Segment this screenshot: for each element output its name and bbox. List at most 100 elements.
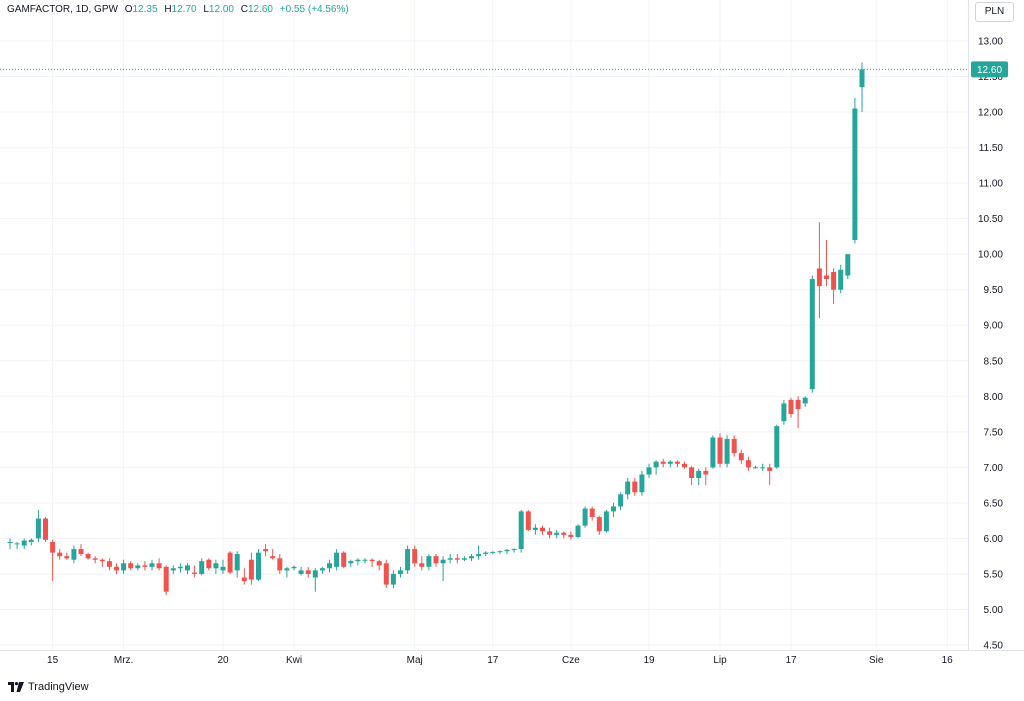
candle-body (14, 543, 20, 545)
candle (355, 558, 361, 566)
candle (327, 559, 332, 573)
candle-body (667, 461, 673, 464)
candle (476, 545, 482, 560)
tradingview-brand[interactable]: TradingView (8, 680, 89, 694)
candle (270, 549, 276, 560)
candle (582, 506, 588, 528)
chart-grid (0, 0, 968, 650)
candle-body (532, 527, 538, 530)
candle (419, 556, 425, 571)
candle (646, 463, 652, 479)
candle (64, 552, 70, 560)
candle-body (582, 508, 588, 526)
candle (149, 559, 155, 571)
x-axis[interactable]: 15 Mrz. 20 Kwi Maj 17 Cze 19 Lip 17 Sie 16 (47, 655, 953, 666)
candle-body (674, 461, 680, 464)
candle-body (738, 453, 744, 461)
candle (788, 397, 794, 418)
candle-body (852, 108, 858, 240)
candle-body (234, 554, 240, 571)
candle (412, 545, 418, 567)
x-tick-label: Kwi (286, 655, 302, 666)
symbol-info[interactable]: GAMFACTOR, 1D, GPW (7, 4, 118, 15)
candle-body (185, 565, 190, 571)
candle (383, 559, 389, 589)
candle (568, 531, 574, 540)
candle-body (199, 561, 205, 574)
candle (859, 62, 865, 113)
x-tick-label: 16 (942, 655, 954, 666)
candle-body (724, 438, 730, 464)
candle-body (57, 552, 63, 557)
candle (390, 570, 396, 589)
candle (802, 396, 808, 407)
candle (689, 465, 695, 486)
candle-body (305, 570, 311, 574)
candle (277, 554, 283, 574)
candle-body (284, 568, 290, 571)
candle (596, 515, 602, 535)
candle (156, 558, 162, 571)
y-axis[interactable]: 13.00 12.50 12.00 11.50 11.00 10.50 10.00 9.50 9… (978, 37, 1003, 652)
candle-body (596, 517, 602, 532)
candle-body (248, 559, 254, 580)
candle (305, 566, 311, 578)
candle (511, 548, 517, 553)
candle (227, 551, 233, 574)
candle (341, 551, 347, 569)
candle (78, 544, 84, 557)
x-tick-label: 19 (643, 655, 655, 666)
candle (461, 556, 467, 562)
candle-body (781, 403, 787, 422)
candle-body (319, 568, 325, 571)
candle (639, 470, 645, 496)
candle (717, 433, 723, 468)
candle-body (99, 559, 105, 562)
candle (142, 561, 148, 571)
candle-body (163, 566, 169, 592)
candle (611, 502, 616, 518)
candle-body (540, 527, 545, 532)
candle (831, 268, 837, 304)
open-label: O (124, 4, 133, 15)
x-tick-label: 20 (217, 655, 229, 666)
candle-body (362, 559, 368, 561)
candle-body (355, 559, 361, 562)
candle-body (149, 563, 155, 567)
candle (398, 566, 403, 578)
candle-body (774, 426, 780, 468)
x-tick-label: 17 (785, 655, 797, 666)
candle-body (206, 559, 212, 569)
candle-body (241, 577, 247, 582)
candle (71, 545, 77, 564)
candle-body (497, 551, 503, 553)
candle-body (568, 534, 574, 537)
y-tick-label: 11.50 (979, 143, 1004, 154)
candle-body (483, 552, 489, 555)
candle (298, 566, 304, 576)
candle-body (426, 556, 432, 567)
candle-body (689, 467, 695, 479)
open-value: 12.35 (132, 4, 158, 15)
candle (490, 551, 496, 555)
candle (497, 550, 503, 555)
candle-body (85, 554, 91, 559)
y-tick-label: 6.50 (984, 498, 1004, 509)
candle (703, 467, 709, 486)
x-tick-label: 17 (487, 655, 499, 666)
candle (540, 525, 545, 535)
candle-body (682, 463, 687, 468)
candle-body (50, 541, 56, 553)
candle (469, 554, 474, 562)
candle (284, 566, 290, 578)
currency-button[interactable]: PLN (975, 2, 1014, 22)
candle-body (419, 563, 425, 567)
candle-body (28, 539, 34, 542)
candle-body (660, 461, 666, 464)
candle (234, 551, 240, 578)
candle-body (632, 481, 638, 493)
candle-body (703, 470, 709, 475)
tradingview-logo-icon (8, 682, 24, 692)
candle (767, 463, 773, 486)
